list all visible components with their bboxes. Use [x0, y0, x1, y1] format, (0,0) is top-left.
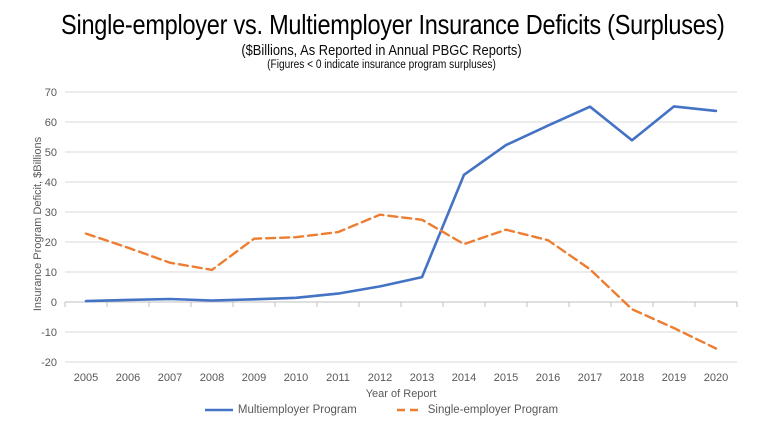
legend-label-single-employer: Single-employer Program [427, 404, 559, 416]
x-tick-label: 2014 [452, 372, 476, 384]
multiemployer-line [84, 105, 718, 303]
x-tick-label: 2020 [704, 372, 728, 384]
y-tick-label: 20 [45, 237, 57, 249]
chart-note: (Figures < 0 indicate insurance program … [267, 59, 496, 71]
y-tick-label: 10 [45, 267, 57, 279]
legend-item-multiemployer: Multiemployer Program [204, 404, 357, 416]
x-tick-label: 2006 [116, 372, 140, 384]
x-tick-label: 2005 [74, 372, 98, 384]
y-tick-label: -20 [41, 357, 57, 369]
chart-subtitle: ($Billions, As Reported in Annual PBGC R… [241, 42, 522, 59]
y-tick-label: 60 [45, 117, 57, 129]
single-employer-line-swatch [396, 408, 423, 412]
y-tick-label: 30 [45, 207, 57, 219]
y-tick-label: -10 [41, 327, 57, 339]
y-tick-label: 50 [45, 147, 57, 159]
chart-title: Single-employer vs. Multiemployer Insura… [61, 9, 725, 40]
x-axis-title: Year of Report [365, 388, 437, 400]
x-tick-label: 2018 [620, 372, 644, 384]
x-tick-label: 2009 [242, 372, 266, 384]
x-tick-label: 2015 [494, 372, 518, 384]
x-tick-label: 2012 [368, 372, 392, 384]
y-tick-label: 40 [45, 177, 57, 189]
y-tick-label: 70 [45, 87, 57, 99]
x-tick-label: 2019 [662, 372, 686, 384]
x-tick-label: 2011 [326, 372, 350, 384]
x-tick-label: 2013 [410, 372, 434, 384]
legend-label-multiemployer: Multiemployer Program [237, 404, 357, 416]
legend-item-single-employer: Single-employer Program [396, 404, 559, 416]
x-tick-label: 2010 [284, 372, 308, 384]
x-tick-label: 2017 [578, 372, 602, 384]
x-tick-label: 2008 [200, 372, 224, 384]
multiemployer-line-swatch [204, 408, 233, 412]
y-tick-label: 0 [51, 297, 57, 309]
y-axis-title: Insurance Program Deficit, $Billions [32, 136, 44, 312]
x-tick-label: 2007 [158, 372, 182, 384]
x-tick-label: 2016 [536, 372, 560, 384]
legend: Multiemployer Program Single-employer Pr… [0, 402, 763, 418]
